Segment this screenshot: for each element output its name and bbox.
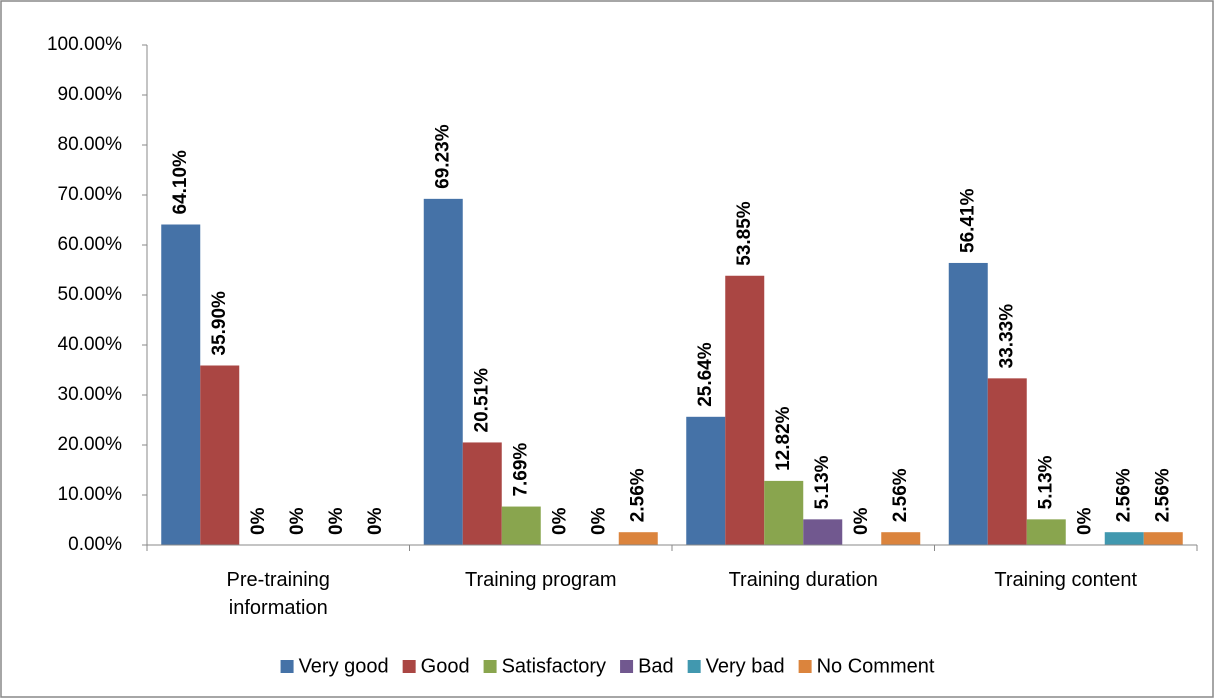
y-tick-label: 70.00% [58, 184, 123, 205]
bar [462, 442, 502, 545]
data-label: 0% [365, 507, 386, 535]
y-tick-label: 30.00% [58, 384, 123, 405]
data-label: 2.56% [1113, 468, 1134, 522]
bar [725, 275, 765, 545]
y-tick-label: 90.00% [58, 84, 123, 105]
data-label: 2.56% [890, 468, 911, 522]
bar [764, 480, 804, 545]
data-label: 0% [1074, 507, 1095, 535]
data-label: 5.13% [812, 455, 833, 509]
data-label: 35.90% [209, 291, 230, 356]
legend-swatch [402, 660, 416, 673]
x-tick-label: Training content [994, 569, 1138, 591]
y-tick-label: 100.00% [47, 34, 122, 55]
data-label: 2.56% [1152, 468, 1173, 522]
data-label: 33.33% [996, 304, 1017, 369]
data-label: 2.56% [627, 468, 648, 522]
x-tick-label: Pre-training information [226, 569, 330, 619]
data-label: 0% [851, 507, 872, 535]
legend-label: Bad [638, 655, 674, 677]
data-label: 20.51% [471, 368, 492, 433]
y-tick-label: 50.00% [58, 284, 123, 305]
data-label: 0% [248, 507, 269, 535]
legend-swatch [687, 660, 701, 673]
legend-swatch [280, 660, 294, 673]
data-label: 0% [326, 507, 347, 535]
legend-swatch [620, 660, 634, 673]
bar [881, 532, 921, 545]
y-tick-label: 80.00% [58, 134, 123, 155]
y-tick-label: 60.00% [58, 234, 123, 255]
data-label: 53.85% [734, 201, 755, 266]
bar [501, 506, 541, 545]
y-tick-label: 0.00% [68, 534, 122, 555]
legend-label: Good [421, 655, 470, 677]
legend-swatch [483, 660, 497, 673]
data-label: 7.69% [510, 443, 531, 497]
data-label: 5.13% [1035, 455, 1056, 509]
bar [803, 519, 843, 545]
x-tick-label: Training program [464, 569, 617, 591]
legend-swatch [798, 660, 812, 673]
data-label: 0% [287, 507, 308, 535]
bar [618, 532, 658, 545]
bar [686, 416, 726, 545]
bar [948, 262, 988, 545]
data-label: 25.64% [695, 342, 716, 407]
data-label: 0% [588, 507, 609, 535]
bar [1026, 519, 1066, 545]
data-label: 56.41% [957, 188, 978, 253]
legend-label: Very good [299, 655, 389, 677]
data-label: 64.10% [170, 150, 191, 215]
data-label: 12.82% [773, 406, 794, 471]
legend-label: No Comment [817, 655, 935, 677]
bar [200, 365, 240, 545]
bar [1143, 532, 1183, 545]
y-tick-label: 10.00% [58, 484, 123, 505]
x-tick-label: Training duration [728, 569, 878, 591]
bar [1104, 532, 1144, 545]
data-label: 69.23% [432, 124, 453, 189]
data-label: 0% [549, 507, 570, 535]
bar [987, 378, 1027, 545]
bar [161, 224, 201, 545]
legend-label: Satisfactory [502, 655, 606, 677]
legend-label: Very bad [706, 655, 785, 677]
bar [423, 198, 463, 545]
y-tick-label: 40.00% [58, 334, 123, 355]
y-tick-label: 20.00% [58, 434, 123, 455]
